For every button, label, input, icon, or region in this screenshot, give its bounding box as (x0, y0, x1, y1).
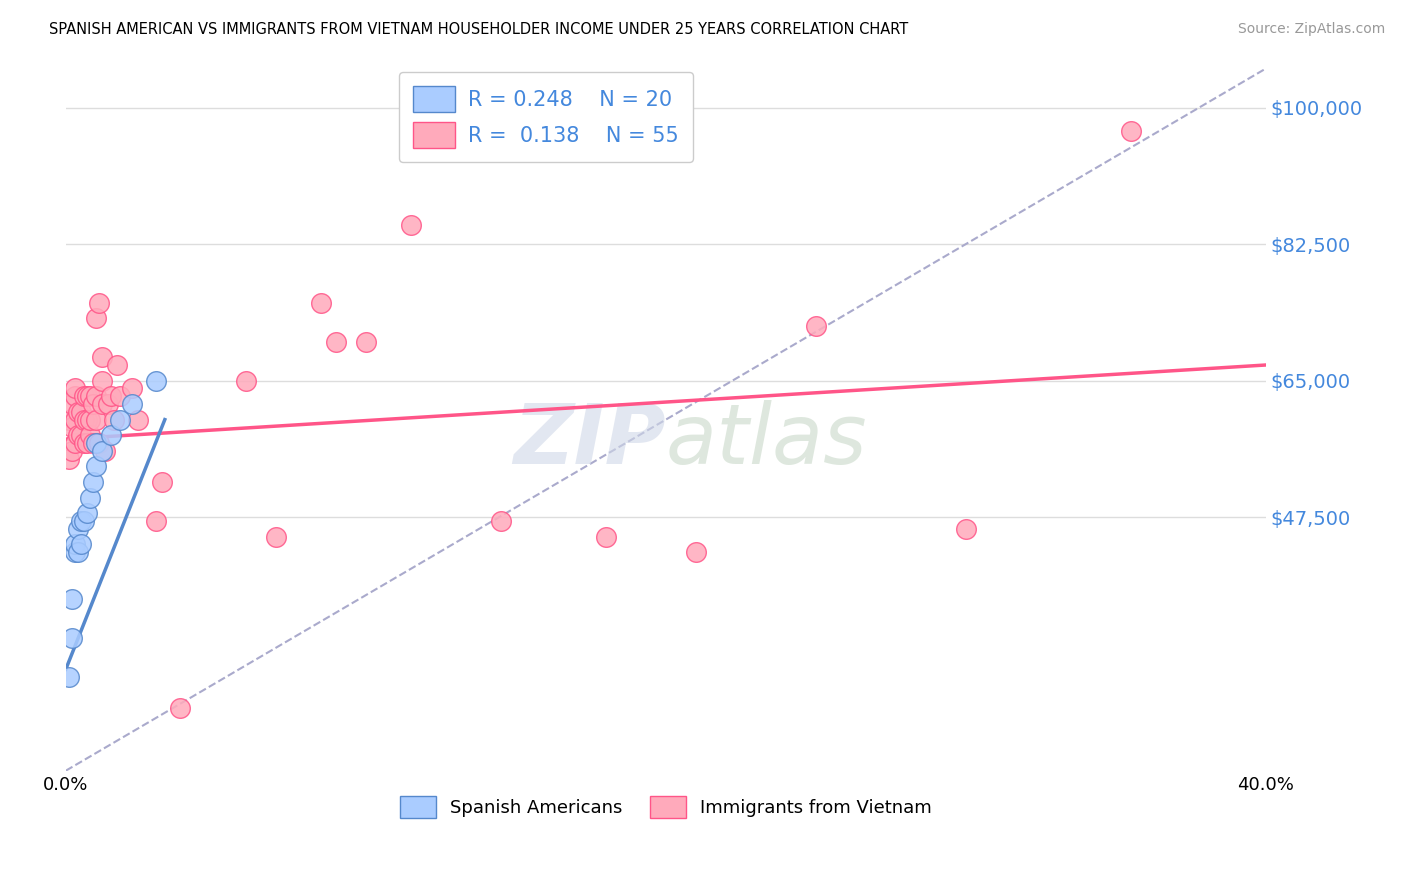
Point (69, 428, 91, 442)
Point (58, 451, 80, 466)
Point (804, 318, 827, 333)
Point (235, 374, 257, 388)
Point (145, 514, 167, 528)
Point (685, 545, 707, 559)
Point (79, 428, 101, 442)
Point (325, 334, 347, 349)
Point (94, 443, 117, 458)
Point (108, 412, 131, 426)
Point (90, 397, 112, 411)
Point (76, 506, 98, 520)
Point (90, 374, 112, 388)
Legend: Spanish Americans, Immigrants from Vietnam: Spanish Americans, Immigrants from Vietn… (392, 789, 939, 825)
Point (84, 389, 107, 403)
Point (84, 459, 107, 474)
Point (60, 631, 83, 645)
Point (58, 412, 80, 426)
Point (66, 405, 89, 419)
Point (87, 295, 110, 310)
Point (73, 514, 96, 528)
Point (90, 350, 112, 364)
Point (79, 412, 101, 426)
Point (63, 389, 86, 403)
Point (60, 420, 83, 434)
Point (100, 389, 122, 403)
Point (87, 436, 110, 450)
Point (108, 389, 131, 403)
Point (63, 436, 86, 450)
Point (63, 537, 86, 551)
Point (84, 436, 107, 450)
Point (97, 397, 120, 411)
Point (105, 358, 128, 372)
Point (90, 443, 112, 458)
Point (63, 545, 86, 559)
Point (58, 670, 80, 684)
Point (84, 412, 107, 426)
Point (76, 436, 98, 450)
Point (69, 405, 91, 419)
Text: Source: ZipAtlas.com: Source: ZipAtlas.com (1237, 22, 1385, 37)
Point (82, 397, 104, 411)
Text: ZIP: ZIP (513, 401, 666, 481)
Point (399, 218, 422, 232)
Point (82, 475, 104, 489)
Point (60, 397, 83, 411)
Point (69, 514, 91, 528)
Point (354, 334, 377, 349)
Point (150, 475, 173, 489)
Point (73, 436, 96, 450)
Point (79, 389, 101, 403)
Point (489, 514, 512, 528)
Point (73, 412, 96, 426)
Point (63, 381, 86, 395)
Point (60, 443, 83, 458)
Point (309, 295, 332, 310)
Point (76, 389, 98, 403)
Point (79, 491, 101, 505)
Point (76, 412, 98, 426)
Point (84, 311, 107, 326)
Point (121, 381, 143, 395)
Point (66, 428, 89, 442)
Point (169, 701, 191, 715)
Point (264, 530, 287, 544)
Point (121, 397, 143, 411)
Text: SPANISH AMERICAN VS IMMIGRANTS FROM VIETNAM HOUSEHOLDER INCOME UNDER 25 YEARS CO: SPANISH AMERICAN VS IMMIGRANTS FROM VIET… (49, 22, 908, 37)
Point (66, 522, 89, 536)
Text: atlas: atlas (666, 401, 868, 481)
Point (1119, 124, 1142, 138)
Point (955, 522, 977, 536)
Point (66, 545, 89, 559)
Point (145, 374, 167, 388)
Point (63, 412, 86, 426)
Point (69, 537, 91, 551)
Point (127, 412, 149, 426)
Point (100, 428, 122, 442)
Point (103, 412, 125, 426)
Point (60, 592, 83, 607)
Point (595, 530, 617, 544)
Point (73, 389, 96, 403)
Point (82, 436, 104, 450)
